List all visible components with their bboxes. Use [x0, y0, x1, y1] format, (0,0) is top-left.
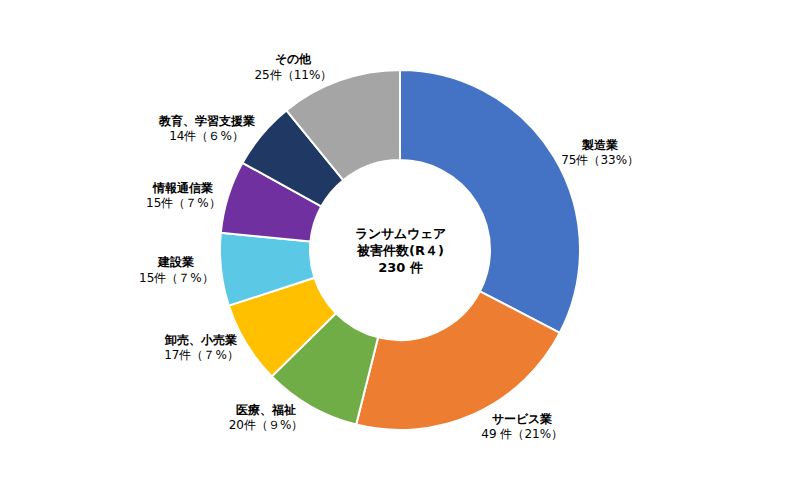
svg-text:サービス業49 件（21%）: サービス業49 件（21%）	[481, 412, 563, 442]
svg-text:その他25件（11%）: その他25件（11%）	[254, 52, 332, 82]
svg-text:医療、福祉20件（９%）: 医療、福祉20件（９%）	[229, 403, 304, 433]
svg-text:ランサムウェア被害件数(R４)230 件: ランサムウェア被害件数(R４)230 件	[355, 226, 446, 275]
svg-text:教育、学習支援業14件（６%）: 教育、学習支援業14件（６%）	[158, 114, 255, 144]
svg-text:情報通信業15件（７%）: 情報通信業15件（７%）	[146, 181, 221, 211]
svg-text:建設業15件（７%）: 建設業15件（７%）	[139, 255, 214, 285]
svg-text:卸売、小売業17件（７%）: 卸売、小売業17件（７%）	[164, 333, 239, 363]
svg-text:製造業75件（33%）: 製造業75件（33%）	[561, 138, 639, 168]
